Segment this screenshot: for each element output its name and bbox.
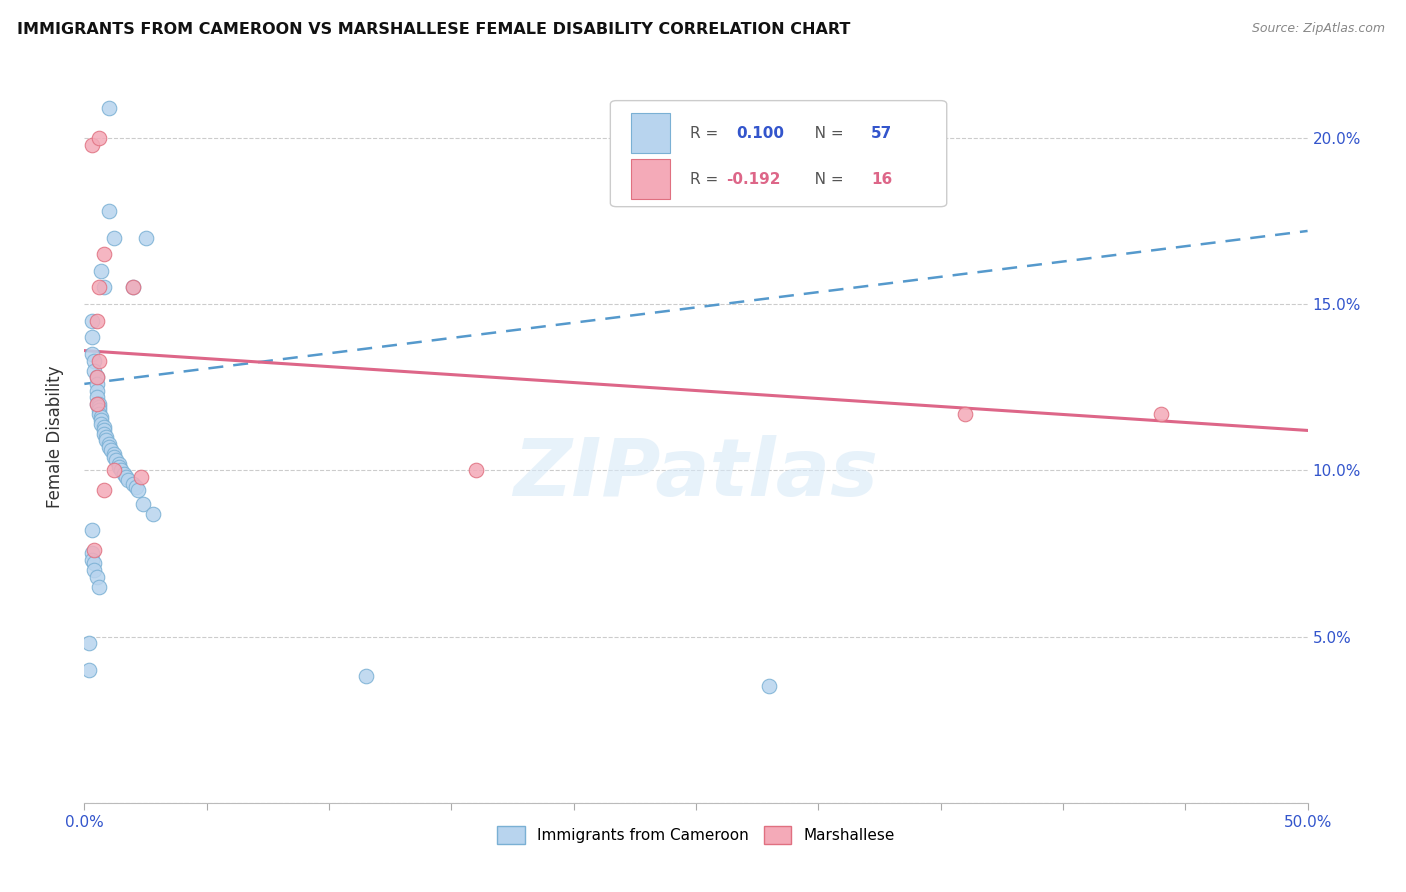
Point xyxy=(87,280,110,294)
Text: N =: N = xyxy=(800,172,848,186)
Point xyxy=(93,483,115,498)
Point xyxy=(97,436,120,450)
Text: 0.100: 0.100 xyxy=(737,126,785,141)
Point xyxy=(117,473,139,487)
Point xyxy=(86,570,108,584)
Point xyxy=(83,563,105,577)
Text: ZIPatlas: ZIPatlas xyxy=(513,434,879,513)
FancyBboxPatch shape xyxy=(631,159,671,200)
Point xyxy=(83,353,105,368)
Point xyxy=(125,480,148,494)
Point xyxy=(80,347,103,361)
Point xyxy=(93,247,115,261)
Point xyxy=(80,553,103,567)
Point xyxy=(97,101,120,115)
Legend: Immigrants from Cameroon, Marshallese: Immigrants from Cameroon, Marshallese xyxy=(491,820,901,850)
Point xyxy=(87,407,110,421)
Point xyxy=(80,523,103,537)
Point xyxy=(354,669,377,683)
Point xyxy=(135,230,157,244)
Point xyxy=(1150,407,1173,421)
Point xyxy=(86,314,108,328)
Point xyxy=(90,410,112,425)
Point xyxy=(83,557,105,571)
Text: 57: 57 xyxy=(870,126,893,141)
Point xyxy=(100,443,122,458)
Point xyxy=(97,440,120,454)
Point xyxy=(110,463,132,477)
Point xyxy=(132,497,155,511)
Text: R =: R = xyxy=(690,172,723,186)
Point xyxy=(86,390,108,404)
Point xyxy=(80,137,103,152)
Point xyxy=(93,424,115,438)
Point xyxy=(103,447,125,461)
Point xyxy=(127,483,149,498)
Point xyxy=(758,680,780,694)
Point xyxy=(86,370,108,384)
Point xyxy=(122,280,145,294)
Point xyxy=(83,363,105,377)
Point xyxy=(80,330,103,344)
Point xyxy=(96,430,118,444)
Point xyxy=(115,470,138,484)
Text: -0.192: -0.192 xyxy=(727,172,782,186)
Point xyxy=(122,476,145,491)
Point xyxy=(87,580,110,594)
Point xyxy=(93,426,115,441)
Point xyxy=(90,413,112,427)
Point xyxy=(86,397,108,411)
Text: 16: 16 xyxy=(870,172,893,186)
Point xyxy=(105,453,128,467)
Point xyxy=(83,543,105,558)
Point xyxy=(90,264,112,278)
Point xyxy=(107,457,129,471)
Point xyxy=(93,420,115,434)
Text: N =: N = xyxy=(800,126,848,141)
Point xyxy=(87,403,110,417)
Point xyxy=(96,434,118,448)
FancyBboxPatch shape xyxy=(631,113,671,153)
Point xyxy=(77,663,100,677)
Point xyxy=(86,397,108,411)
Point xyxy=(87,353,110,368)
Point xyxy=(464,463,486,477)
Point xyxy=(87,397,110,411)
Point xyxy=(86,384,108,398)
Point xyxy=(103,463,125,477)
Point xyxy=(103,230,125,244)
Y-axis label: Female Disability: Female Disability xyxy=(45,366,63,508)
Text: R =: R = xyxy=(690,126,723,141)
Point xyxy=(129,470,152,484)
Point xyxy=(80,546,103,560)
Point xyxy=(122,280,145,294)
Point xyxy=(90,417,112,431)
Point xyxy=(80,314,103,328)
Text: IMMIGRANTS FROM CAMEROON VS MARSHALLESE FEMALE DISABILITY CORRELATION CHART: IMMIGRANTS FROM CAMEROON VS MARSHALLESE … xyxy=(17,22,851,37)
Point xyxy=(142,507,165,521)
Point xyxy=(86,376,108,391)
FancyBboxPatch shape xyxy=(610,101,946,207)
Point xyxy=(112,467,135,481)
Point xyxy=(953,407,976,421)
Point xyxy=(87,131,110,145)
Point xyxy=(97,204,120,219)
Point xyxy=(93,280,115,294)
Point xyxy=(86,370,108,384)
Point xyxy=(87,400,110,414)
Point xyxy=(77,636,100,650)
Point xyxy=(103,450,125,464)
Point xyxy=(107,460,129,475)
Text: Source: ZipAtlas.com: Source: ZipAtlas.com xyxy=(1251,22,1385,36)
